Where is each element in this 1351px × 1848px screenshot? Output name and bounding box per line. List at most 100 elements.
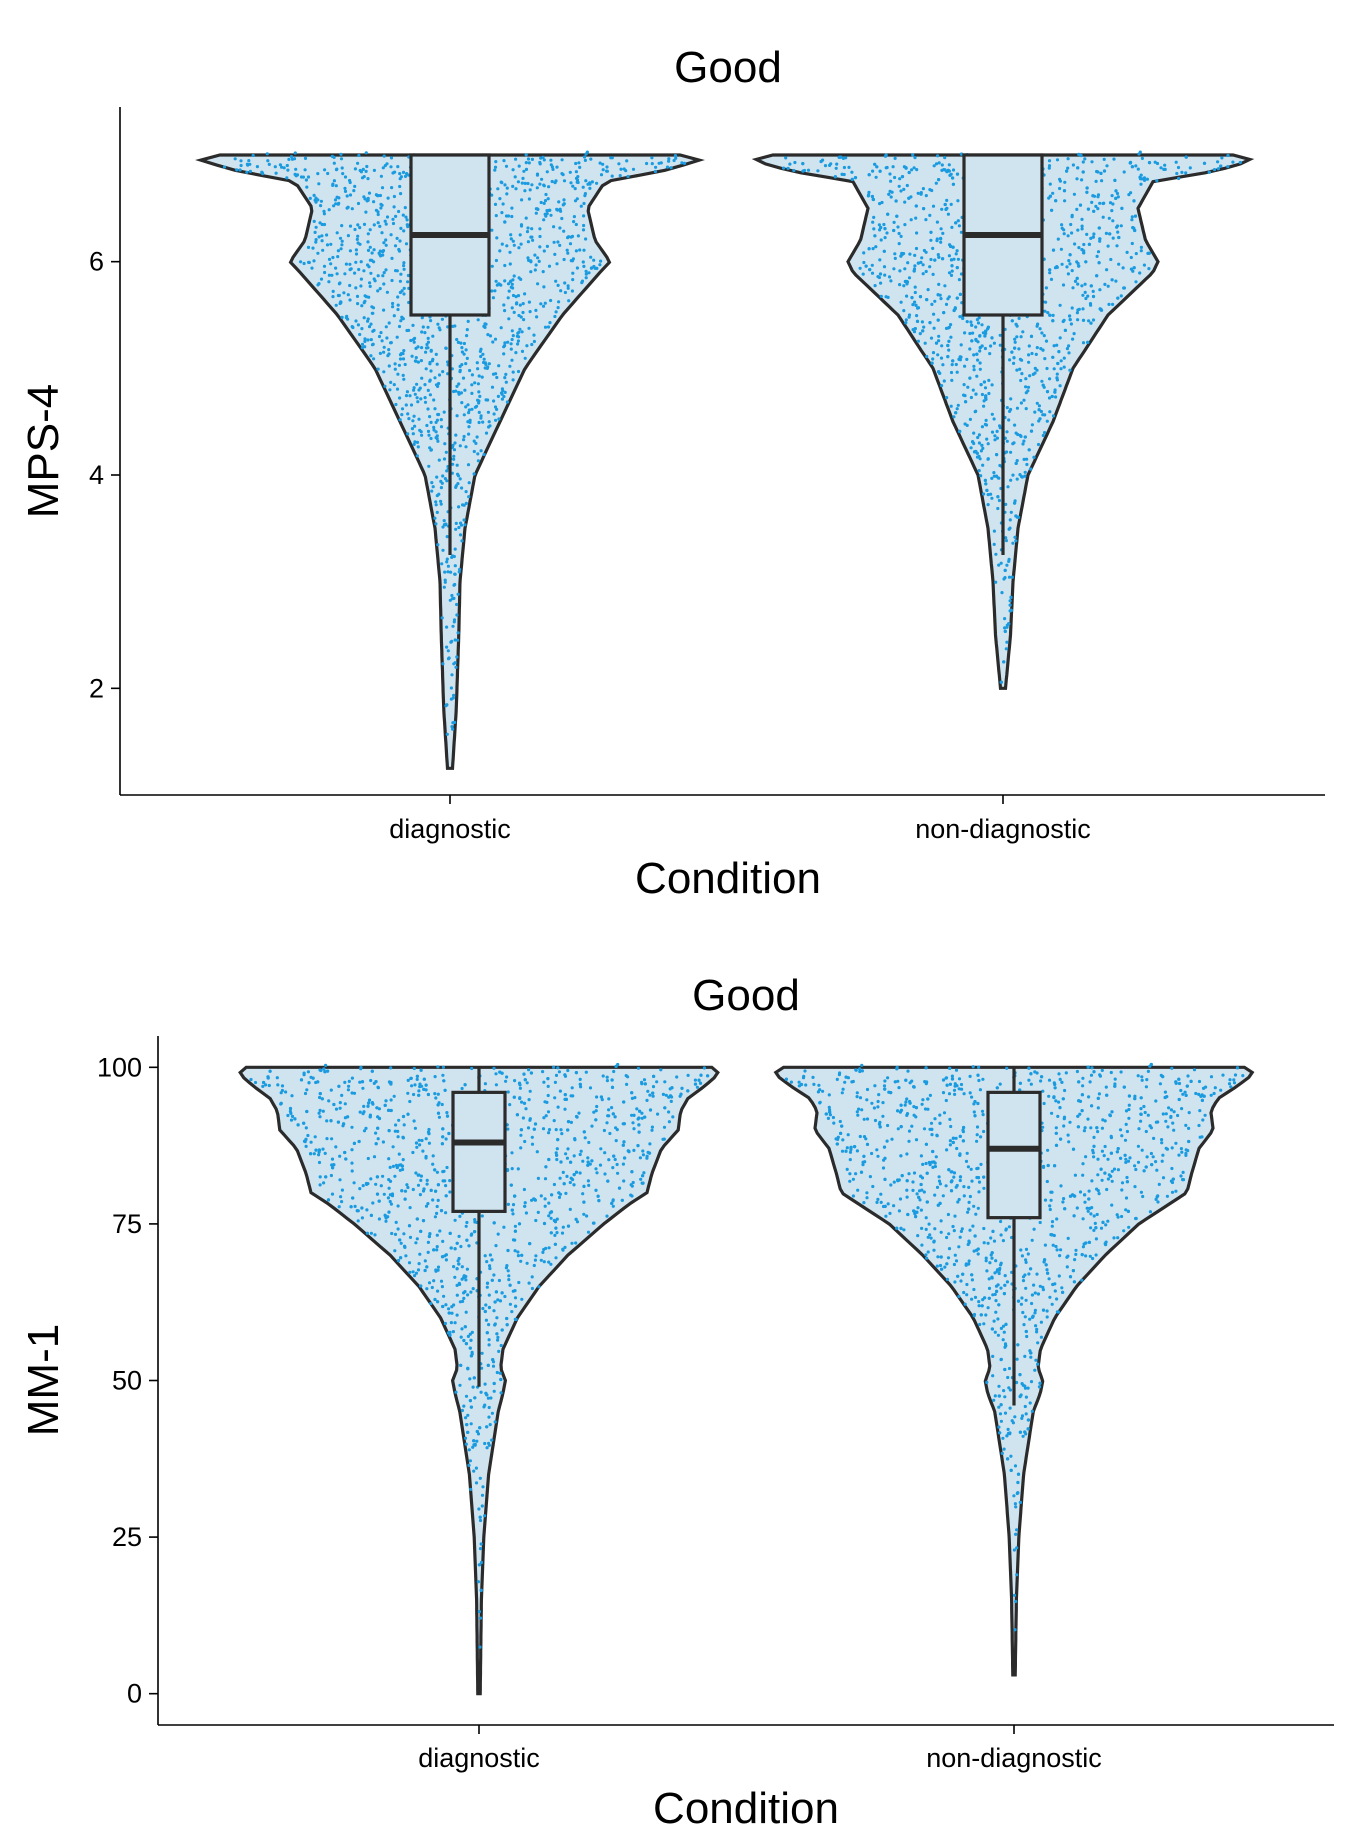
data-point <box>415 396 419 400</box>
data-point <box>1059 367 1063 371</box>
data-point <box>882 222 886 227</box>
data-point <box>480 1351 484 1355</box>
data-point <box>462 341 466 346</box>
data-point <box>509 347 513 351</box>
data-point <box>1086 340 1090 344</box>
data-point <box>1047 164 1052 168</box>
data-point <box>359 1065 363 1069</box>
data-point <box>481 1485 485 1489</box>
data-point <box>988 352 992 356</box>
data-point <box>1003 1411 1008 1415</box>
data-point <box>479 354 483 359</box>
data-point <box>495 236 499 240</box>
data-point <box>1068 314 1072 318</box>
data-point <box>855 1149 860 1153</box>
data-point <box>987 391 991 396</box>
data-point <box>396 1259 401 1263</box>
data-point <box>318 1095 322 1100</box>
data-point <box>623 1156 627 1160</box>
data-point <box>472 472 476 476</box>
data-point <box>1085 186 1089 190</box>
data-point <box>552 1065 556 1069</box>
data-point <box>452 454 456 458</box>
data-point <box>645 1154 649 1158</box>
data-point <box>584 179 588 183</box>
data-point <box>650 1125 655 1129</box>
data-point <box>444 523 448 527</box>
data-point <box>889 179 893 183</box>
data-point <box>493 1300 497 1304</box>
data-point <box>944 207 948 211</box>
data-point <box>647 1151 652 1155</box>
data-point <box>942 379 946 383</box>
data-point <box>993 434 997 438</box>
data-point <box>554 1151 558 1155</box>
data-point <box>635 1107 639 1111</box>
data-point <box>968 417 973 421</box>
data-point <box>406 1112 410 1116</box>
data-point <box>479 1588 483 1592</box>
data-point <box>527 1281 531 1285</box>
data-point <box>974 392 978 396</box>
data-point <box>1096 1173 1100 1177</box>
data-point <box>955 172 960 176</box>
data-point <box>1124 1208 1128 1212</box>
data-point <box>907 315 911 319</box>
data-point <box>1015 368 1019 372</box>
data-point <box>897 184 901 188</box>
data-point <box>574 161 578 166</box>
data-point <box>430 481 434 485</box>
data-point <box>528 188 532 192</box>
data-point <box>1012 441 1016 445</box>
data-point <box>524 161 528 165</box>
data-point <box>1054 1099 1058 1103</box>
data-point <box>1025 1334 1029 1339</box>
data-point <box>553 1220 558 1224</box>
data-point <box>1116 1215 1120 1219</box>
data-point <box>350 207 354 211</box>
data-point <box>429 369 433 373</box>
data-point <box>1117 262 1121 266</box>
data-point <box>979 474 983 478</box>
data-point <box>459 1244 463 1249</box>
data-point <box>396 303 400 307</box>
data-point <box>1179 1088 1183 1093</box>
data-point <box>452 1265 456 1269</box>
data-point <box>321 1109 325 1113</box>
data-point <box>491 1364 496 1368</box>
data-point <box>376 212 380 217</box>
data-point <box>443 477 447 481</box>
data-point <box>1134 252 1138 256</box>
data-point <box>1010 350 1014 354</box>
data-point <box>530 1286 535 1291</box>
data-point <box>354 319 358 323</box>
data-point <box>939 356 944 360</box>
data-point <box>600 1098 604 1102</box>
data-point <box>1071 163 1075 167</box>
data-point <box>1094 1253 1098 1257</box>
data-point <box>555 165 559 169</box>
data-point <box>862 260 866 265</box>
data-point <box>1015 406 1020 410</box>
data-point <box>380 339 384 343</box>
data-point <box>980 1109 985 1113</box>
data-point <box>1091 294 1096 299</box>
data-point <box>314 200 318 204</box>
data-point <box>1137 1127 1141 1131</box>
data-point <box>342 1122 346 1126</box>
data-point <box>503 1294 507 1299</box>
data-point <box>933 1164 938 1169</box>
data-point <box>527 197 532 201</box>
data-point <box>468 1377 472 1381</box>
data-point <box>949 370 954 375</box>
data-point <box>1081 307 1085 311</box>
data-point <box>964 1159 969 1163</box>
data-point <box>245 162 249 166</box>
data-point <box>946 212 951 216</box>
data-point <box>997 1384 1001 1388</box>
data-point <box>352 1181 356 1185</box>
data-point <box>411 1150 415 1155</box>
data-point <box>1024 385 1028 389</box>
data-point <box>493 289 497 293</box>
data-point <box>503 183 507 187</box>
